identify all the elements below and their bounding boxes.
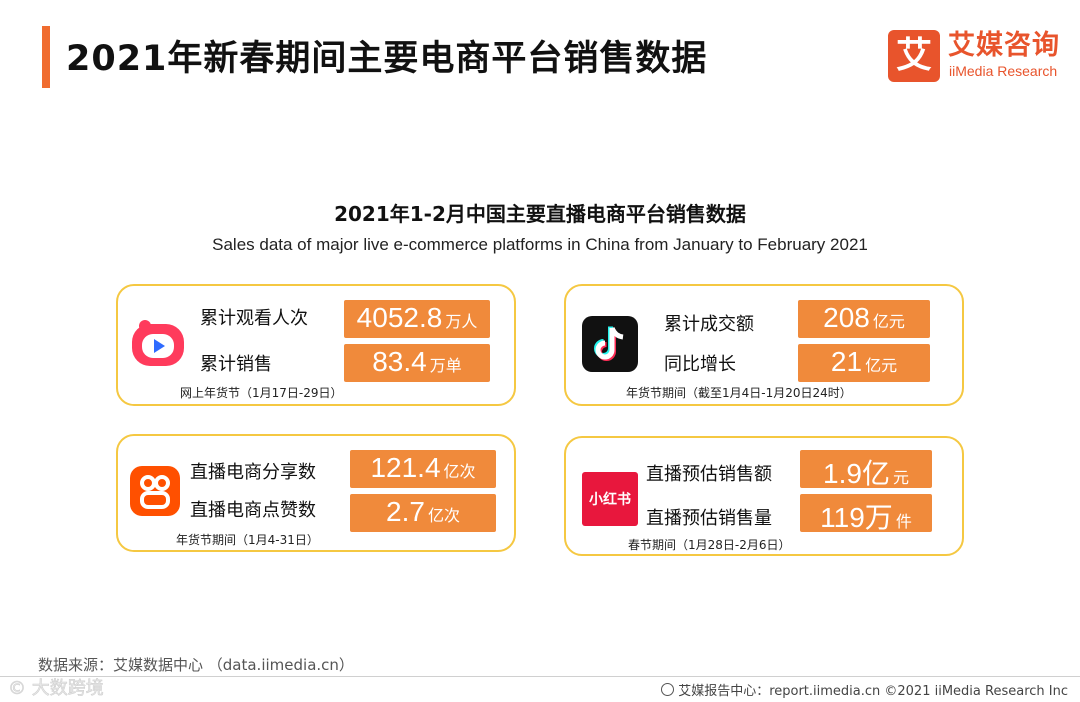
metric-unit: 元 xyxy=(892,468,909,487)
taobao-live-logo-icon xyxy=(128,464,184,520)
metric-unit: 亿次 xyxy=(443,462,476,481)
xiaohongshu-logo-icon: 小红书 xyxy=(582,472,638,526)
metric-unit: 万人 xyxy=(445,312,478,331)
metric-value-box: 208 亿元 xyxy=(798,300,930,338)
brand-english: iiMedia Research xyxy=(949,63,1058,79)
title-accent-bar xyxy=(42,26,50,88)
card-taobao-live: 直播电商分享数 直播电商点赞数 121.4 亿次 2.7 亿次 年货节期间（1月… xyxy=(116,434,516,552)
section-title: 2021年1-2月中国主要直播电商平台销售数据 xyxy=(334,202,746,226)
metric-value: 119万 xyxy=(820,502,893,533)
metric-label: 直播电商点赞数 xyxy=(190,500,316,521)
metric-unit: 万单 xyxy=(429,356,462,375)
footer-divider xyxy=(0,676,1080,677)
metric-value-box: 121.4 亿次 xyxy=(350,450,496,488)
metric-unit: 亿次 xyxy=(427,506,460,525)
card-kuaishou: 累计观看人次 累计销售 4052.8 万人 83.4 万单 网上年货节（1月17… xyxy=(116,284,516,406)
data-source: 数据来源：艾媒数据中心 （data.iimedia.cn） xyxy=(38,656,354,674)
metric-value-box: 119万 件 xyxy=(800,494,932,533)
period-note: 春节期间（1月28日-2月6日） xyxy=(628,538,791,552)
period-note: 年货节期间（截至1月4日-1月20日24时） xyxy=(626,386,852,400)
kuaishou-logo-icon xyxy=(130,316,186,372)
metric-value-box: 1.9亿 元 xyxy=(800,450,932,489)
footer: 艾媒报告中心：report.iimedia.cn ©2021 iiMedia R… xyxy=(661,680,1068,699)
brand-name: 艾媒咨询 xyxy=(948,30,1060,61)
metric-label: 累计观看人次 xyxy=(200,308,308,329)
metric-value: 4052.8 xyxy=(356,302,443,333)
metric-label: 累计成交额 xyxy=(664,314,754,335)
metric-value-box: 83.4 万单 xyxy=(344,344,490,382)
metric-label: 直播预估销售额 xyxy=(646,464,772,485)
page-title: 2021年新春期间主要电商平台销售数据 xyxy=(66,39,708,79)
metric-unit: 亿元 xyxy=(872,312,905,331)
xiaohongshu-logo-text: 小红书 xyxy=(589,492,631,508)
metric-unit: 件 xyxy=(895,512,912,531)
metric-value-box: 4052.8 万人 xyxy=(344,300,490,338)
section-title-en: Sales data of major live e-commerce plat… xyxy=(212,235,868,254)
metric-value: 121.4 xyxy=(370,452,441,483)
period-note: 年货节期间（1月4-31日） xyxy=(176,533,319,547)
brand-mark-icon: 艾 xyxy=(888,30,940,82)
period-note: 网上年货节（1月17日-29日） xyxy=(180,386,343,400)
card-xiaohongshu: 小红书 直播预估销售额 直播预估销售量 1.9亿 元 119万 件 春节期间（1… xyxy=(564,436,964,556)
footer-text: 艾媒报告中心：report.iimedia.cn ©2021 iiMedia R… xyxy=(678,684,1068,699)
metric-value: 208 xyxy=(823,302,870,333)
douyin-logo-icon xyxy=(582,316,638,372)
metric-label: 直播电商分享数 xyxy=(190,462,316,483)
metric-value-box: 21 亿元 xyxy=(798,344,930,382)
watermark: © 大数跨境 xyxy=(8,678,104,700)
metric-value: 1.9亿 xyxy=(823,458,890,489)
metric-value: 21 xyxy=(830,346,863,377)
metric-label: 累计销售 xyxy=(200,354,272,375)
globe-icon xyxy=(661,683,675,696)
metric-label: 直播预估销售量 xyxy=(646,508,772,529)
metric-value-box: 2.7 亿次 xyxy=(350,494,496,532)
metric-value: 83.4 xyxy=(372,346,427,377)
metric-unit: 亿元 xyxy=(865,356,898,375)
metric-value: 2.7 xyxy=(386,496,425,527)
card-douyin: 累计成交额 同比增长 208 亿元 21 亿元 年货节期间（截至1月4日-1月2… xyxy=(564,284,964,406)
metric-label: 同比增长 xyxy=(664,354,736,375)
